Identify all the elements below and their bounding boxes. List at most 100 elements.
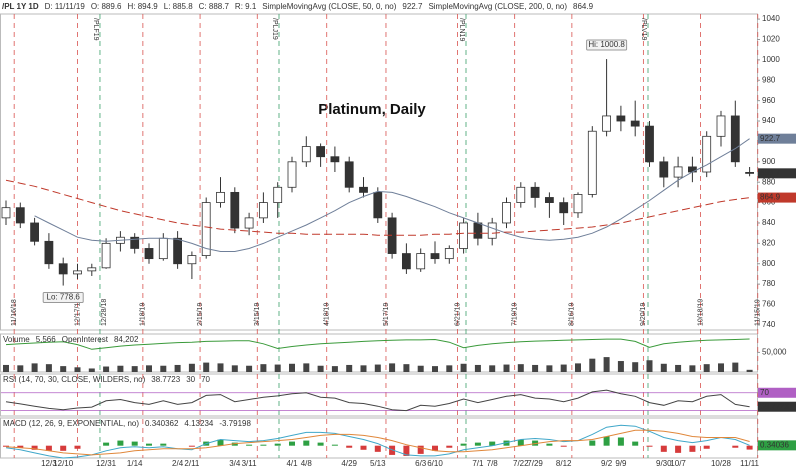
macd-histogram xyxy=(103,442,110,446)
sma50-last-box xyxy=(758,133,796,144)
candle-body xyxy=(473,222,483,239)
volume-bar xyxy=(589,358,596,372)
volume-bar xyxy=(474,364,481,372)
candle-body xyxy=(344,161,354,188)
macd-histogram xyxy=(660,445,667,452)
annotation: Lo: 778.6 xyxy=(47,293,81,302)
volume-bar xyxy=(646,360,653,372)
header-text: 84,202 xyxy=(114,335,139,344)
volume-bar xyxy=(575,363,581,372)
y-tick-label: 1020 xyxy=(762,35,780,44)
rsi-last-box xyxy=(758,401,796,412)
close-last-box xyxy=(758,168,796,179)
header-text: 38.7723 xyxy=(151,375,180,384)
volume-bar xyxy=(389,363,396,372)
candle-body xyxy=(645,125,654,163)
macd-histogram xyxy=(675,445,682,453)
macd-histogram xyxy=(131,441,138,446)
macd-histogram xyxy=(17,445,24,448)
header-text: SimpleMovingAvg (CLOSE, 200, 0, no) xyxy=(428,2,567,11)
volume-bar xyxy=(718,363,724,372)
candle-body xyxy=(244,217,254,229)
y-tick-label: 70 xyxy=(760,388,769,397)
y-tick-label: 880 xyxy=(762,177,776,186)
header-text: 30 xyxy=(186,375,195,384)
sma200-last: 864.9 xyxy=(760,193,781,202)
macd-histogram xyxy=(45,445,52,451)
candle-body xyxy=(745,172,754,174)
header-text: MACD (12, 26, 9, EXPONENTIAL, no) xyxy=(3,419,139,428)
macd-histogram xyxy=(289,441,295,446)
y-tick-label: 1040 xyxy=(762,14,780,23)
macd-histogram xyxy=(546,443,553,446)
macd-histogram xyxy=(617,437,624,446)
expiration-label: 12/17/18 xyxy=(74,299,81,326)
volume-bar xyxy=(489,365,496,372)
candle-body xyxy=(130,236,140,249)
candle-body xyxy=(416,253,426,270)
x-tick-label: 9/30 xyxy=(656,459,672,468)
header-text: 0.340362 xyxy=(145,419,179,428)
macd-histogram xyxy=(646,445,653,447)
candle-body xyxy=(630,120,640,127)
candle-body xyxy=(545,197,554,203)
volume-bar xyxy=(260,364,267,372)
candle-body xyxy=(516,186,526,203)
macd-histogram xyxy=(160,443,167,446)
candle-body xyxy=(688,166,697,173)
header-text: RSI (14, 70, 30, CLOSE, WILDERS, no) xyxy=(3,375,146,384)
candle-body xyxy=(459,222,469,249)
candle-body xyxy=(487,222,497,239)
y-tick-label: 900 xyxy=(762,157,776,166)
macd-histogram xyxy=(732,445,739,448)
moving-average xyxy=(5,179,750,236)
header-text: 70 xyxy=(201,375,210,384)
volume-bar xyxy=(374,364,381,372)
macd-histogram xyxy=(703,445,710,449)
candle-body xyxy=(716,115,726,137)
volume-bar xyxy=(146,365,152,372)
candle-body xyxy=(587,130,597,195)
expiration-label: 4/18/19 xyxy=(324,303,331,326)
volume-bar xyxy=(317,365,324,372)
candle-body xyxy=(230,191,240,229)
x-tick-label: 8/12 xyxy=(556,459,572,468)
candle-body xyxy=(702,135,712,173)
x-tick-label: 6/10 xyxy=(427,459,443,468)
y-tick-label: 820 xyxy=(762,238,776,247)
roll-label: /PLN19 xyxy=(458,18,465,41)
volume-bar xyxy=(203,362,210,372)
header-text: H: 894.9 xyxy=(128,2,159,11)
candle-body xyxy=(359,186,368,193)
annotation-box xyxy=(586,39,628,51)
macd-histogram xyxy=(446,445,453,448)
volume-bar xyxy=(274,364,281,372)
macd-histogram xyxy=(560,445,567,447)
expiration-label: 1/18/19 xyxy=(140,303,147,326)
macd-histogram xyxy=(274,443,281,446)
x-tick-label: 4/1 xyxy=(286,459,298,468)
x-tick-label: 3/4 xyxy=(229,459,241,468)
macd-histogram xyxy=(517,439,524,446)
macd-last-box xyxy=(758,440,796,451)
macd-histogram xyxy=(188,445,195,447)
macd-histogram xyxy=(746,445,753,450)
volume-bar xyxy=(403,364,410,372)
x-tick-label: 7/29 xyxy=(527,459,543,468)
x-tick-label: 12/10 xyxy=(53,459,74,468)
roll-label: /PLV19 xyxy=(640,18,647,41)
candle-body xyxy=(659,161,669,178)
volume-bar xyxy=(3,364,9,372)
x-tick-label: 2/11 xyxy=(184,459,200,468)
volume-bar xyxy=(289,363,295,372)
expiration-label: 3/15/19 xyxy=(254,303,261,326)
x-tick-label: 12/3 xyxy=(41,459,57,468)
x-tick-label: 7/8 xyxy=(487,459,499,468)
x-tick-label: 9/2 xyxy=(601,459,613,468)
roll-label: /PLJ19 xyxy=(271,18,278,40)
candle-body xyxy=(730,115,740,163)
volume-bar xyxy=(31,363,38,372)
header-text: Volume xyxy=(3,335,30,344)
expiration-label: 11/15/19 xyxy=(755,299,762,326)
macd-histogram xyxy=(403,445,410,456)
